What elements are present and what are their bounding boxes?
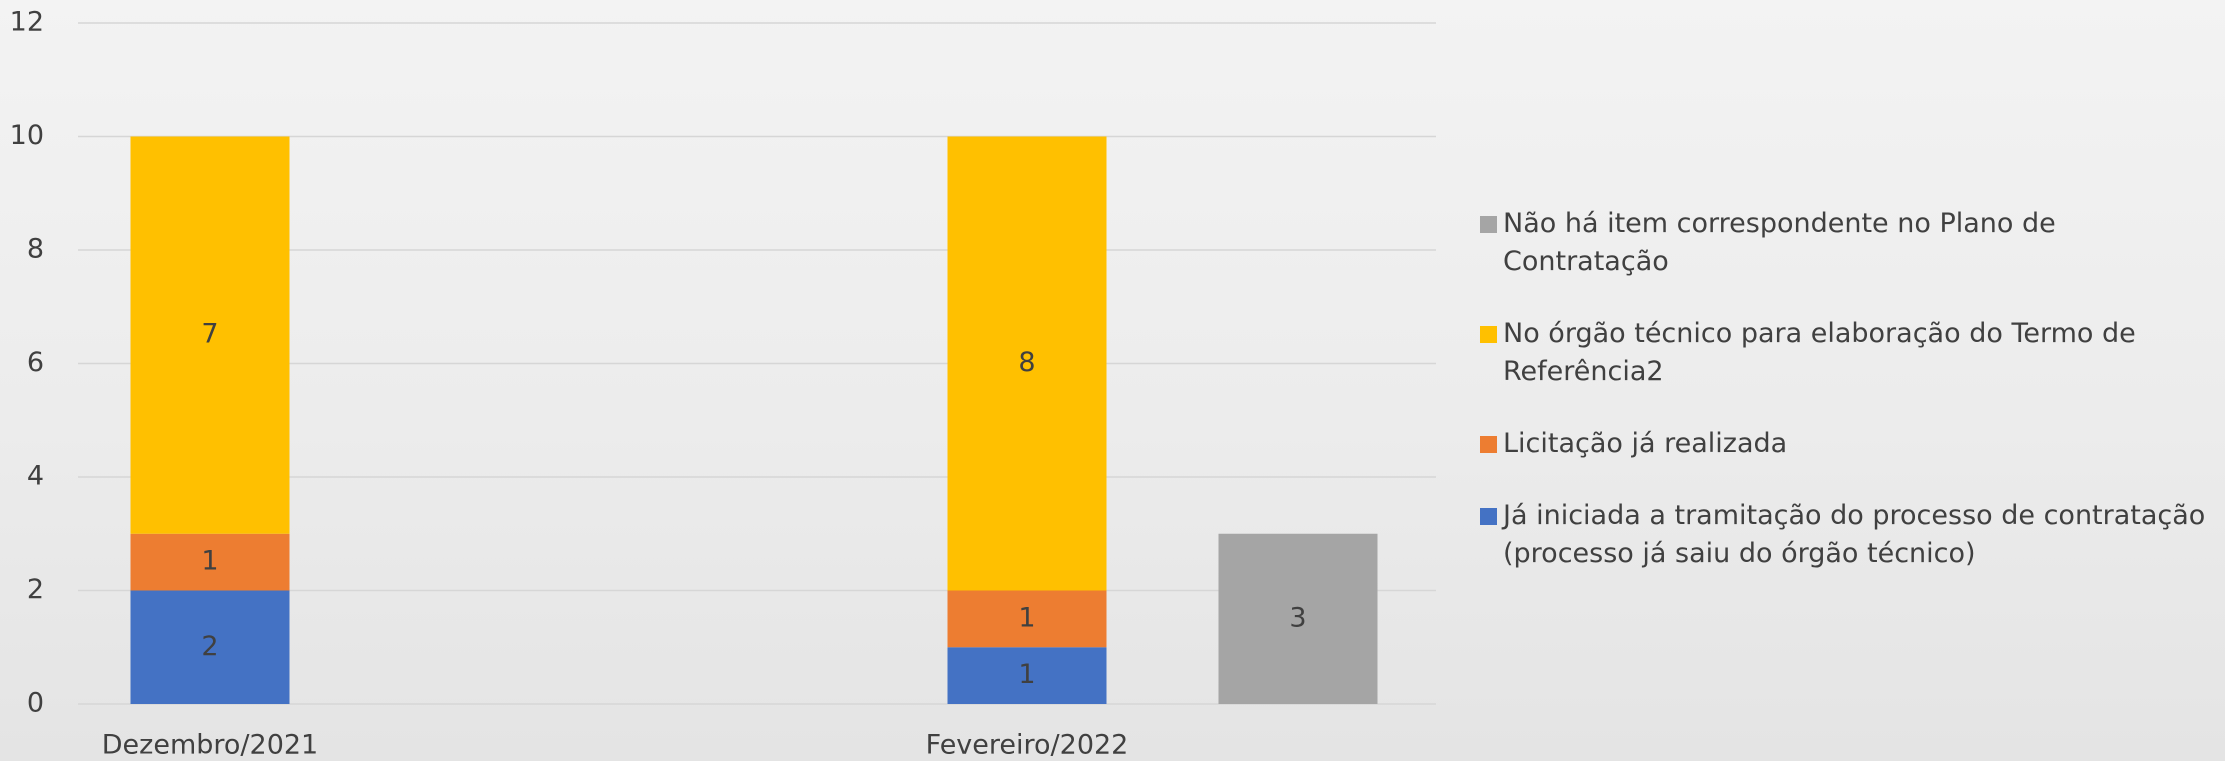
y-tick-label: 2 <box>27 574 44 605</box>
legend-label: Licitação já realizada <box>1503 425 1787 463</box>
data-label: 1 <box>1018 602 1035 633</box>
legend-label: Já iniciada a tramitação do processo de … <box>1503 497 2220 573</box>
y-tick-label: 6 <box>27 347 44 378</box>
data-label: 2 <box>201 631 218 662</box>
y-tick-label: 10 <box>10 120 44 151</box>
legend: Não há item correspondente no Plano de C… <box>1480 205 2220 607</box>
legend-item: Já iniciada a tramitação do processo de … <box>1480 497 2220 573</box>
legend-label: No órgão técnico para elaboração do Term… <box>1503 315 2220 391</box>
legend-item: Licitação já realizada <box>1480 425 2220 463</box>
legend-item: Não há item correspondente no Plano de C… <box>1480 205 2220 281</box>
data-label: 8 <box>1018 347 1035 378</box>
legend-swatch <box>1480 508 1497 525</box>
data-label: 1 <box>201 546 218 577</box>
data-label: 7 <box>201 319 218 350</box>
y-tick-label: 12 <box>10 7 44 38</box>
legend-swatch <box>1480 216 1497 233</box>
data-label: 1 <box>1018 659 1035 690</box>
x-tick-label: Fevereiro/2022 <box>926 730 1129 761</box>
y-tick-label: 0 <box>27 688 44 719</box>
page: 0 2 4 6 8 10 12 Dezembro/2021 2 1 7 Fevereiro/2022 1… <box>0 0 2225 761</box>
legend-label: Não há item correspondente no Plano de C… <box>1503 205 2220 281</box>
x-tick-label: Dezembro/2021 <box>102 730 318 761</box>
y-tick-label: 8 <box>27 234 44 265</box>
legend-swatch <box>1480 436 1497 453</box>
legend-swatch <box>1480 326 1497 343</box>
data-label: 3 <box>1289 602 1306 633</box>
y-tick-label: 4 <box>27 461 44 492</box>
legend-item: No órgão técnico para elaboração do Term… <box>1480 315 2220 391</box>
